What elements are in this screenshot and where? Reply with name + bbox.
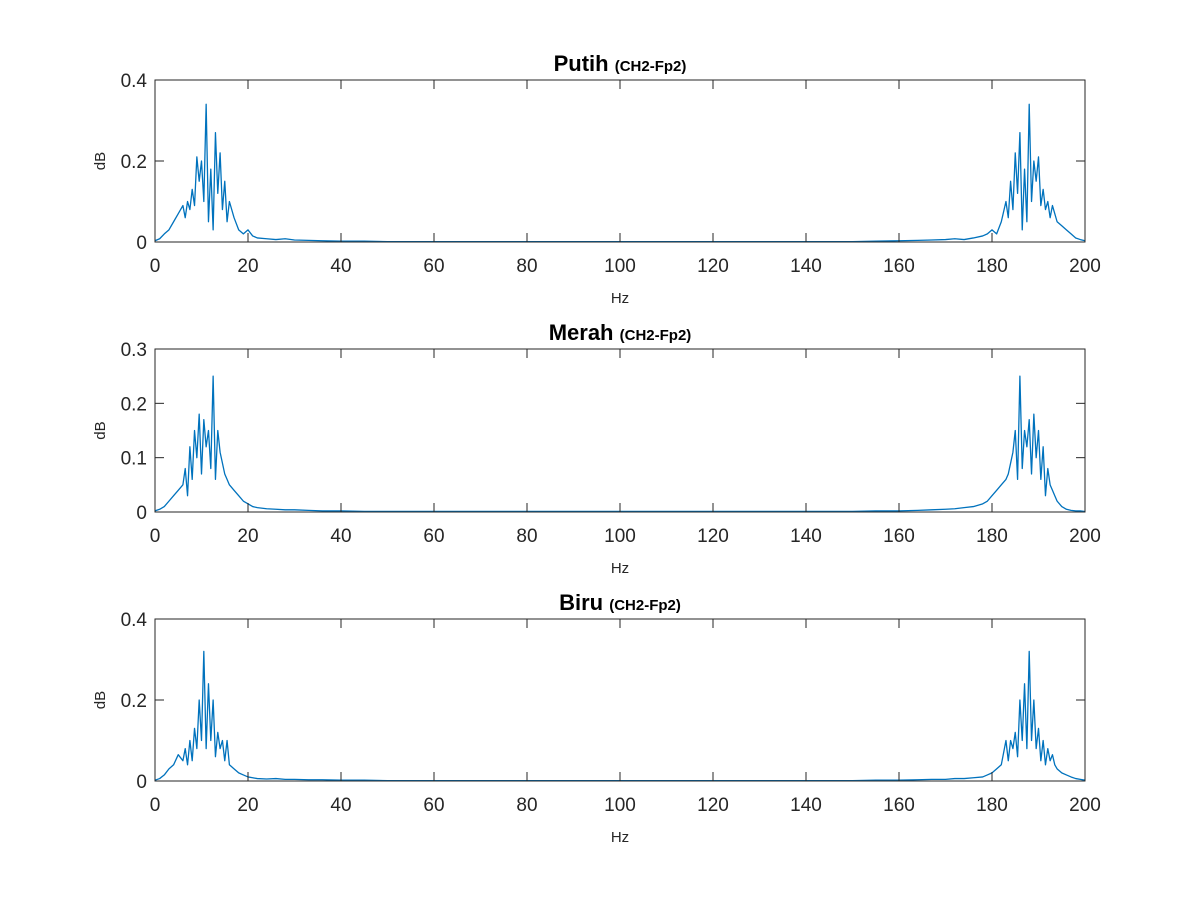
- chart-title: Putih (CH2-Fp2): [554, 51, 687, 76]
- y-tick-label: 0: [136, 772, 147, 793]
- x-tick-label: 60: [423, 256, 444, 277]
- x-tick-label: 120: [697, 795, 729, 816]
- x-tick-label: 160: [883, 256, 915, 277]
- x-axis-label: Hz: [611, 560, 629, 577]
- subplot-biru: 0 20 40 60 80 100 120 140 160 180 200 0 0.2 0.4 Hz dB Bi…: [92, 590, 1101, 846]
- x-tick-label: 80: [516, 256, 537, 277]
- chart-title: Merah (CH2-Fp2): [549, 320, 692, 345]
- y-axis-label: dB: [92, 421, 109, 439]
- x-tick-label: 20: [237, 795, 258, 816]
- x-tick-label: 80: [516, 526, 537, 547]
- y-tick-label: 0: [136, 233, 147, 254]
- subplot-merah: 0 20 40 60 80 100 120 140 160 180 200 0 0.1 0.2 0.3 Hz d…: [92, 320, 1101, 577]
- x-tick-label: 60: [423, 526, 444, 547]
- chart-title-main: Biru: [559, 590, 609, 615]
- x-tick-label: 120: [697, 256, 729, 277]
- y-axis-label: dB: [92, 691, 109, 709]
- x-tick-label: 180: [976, 256, 1008, 277]
- x-tick-label: 120: [697, 526, 729, 547]
- x-axis-label: Hz: [611, 829, 629, 846]
- x-tick-label: 0: [150, 795, 161, 816]
- x-tick-label: 100: [604, 526, 636, 547]
- series-line: [154, 375, 1086, 513]
- y-tick-label: 0.4: [121, 71, 148, 92]
- subplot-putih: 0 20 40 60 80 100 120 140 160 180 200 0 0.2 0.4 Hz dB Pu…: [92, 51, 1101, 307]
- x-tick-label: 100: [604, 795, 636, 816]
- x-tick-label: 200: [1069, 795, 1101, 816]
- chart-title-subtitle: (CH2-Fp2): [609, 597, 681, 614]
- x-tick-label: 160: [883, 795, 915, 816]
- x-tick-label: 20: [237, 526, 258, 547]
- x-tick-label: 180: [976, 795, 1008, 816]
- x-tick-label: 40: [330, 795, 351, 816]
- y-tick-label: 0.1: [121, 449, 147, 470]
- x-tick-label: 40: [330, 256, 351, 277]
- x-tick-label: 100: [604, 256, 636, 277]
- x-tick-label: 180: [976, 526, 1008, 547]
- y-tick-label: 0.4: [121, 610, 148, 631]
- x-tick-label: 140: [790, 256, 822, 277]
- x-tick-label: 140: [790, 795, 822, 816]
- x-tick-label: 200: [1069, 256, 1101, 277]
- y-tick-label: 0.3: [121, 340, 147, 361]
- y-tick-label: 0: [136, 503, 147, 524]
- x-tick-label: 60: [423, 795, 444, 816]
- chart-title-subtitle: (CH2-Fp2): [620, 327, 692, 344]
- x-tick-label: 0: [150, 256, 161, 277]
- x-tick-label: 40: [330, 526, 351, 547]
- x-tick-label: 140: [790, 526, 822, 547]
- x-tick-label: 200: [1069, 526, 1101, 547]
- x-tick-label: 80: [516, 795, 537, 816]
- chart-title-subtitle: (CH2-Fp2): [615, 58, 687, 75]
- y-tick-label: 0.2: [121, 691, 147, 712]
- y-tick-label: 0.2: [121, 394, 147, 415]
- chart-title-main: Putih: [554, 51, 615, 76]
- y-axis-label: dB: [92, 152, 109, 170]
- x-axis-label: Hz: [611, 290, 629, 307]
- x-tick-label: 0: [150, 526, 161, 547]
- x-tick-label: 20: [237, 256, 258, 277]
- x-tick-label: 160: [883, 526, 915, 547]
- y-tick-label: 0.2: [121, 152, 147, 173]
- chart-title-main: Merah: [549, 320, 620, 345]
- chart-title: Biru (CH2-Fp2): [559, 590, 681, 615]
